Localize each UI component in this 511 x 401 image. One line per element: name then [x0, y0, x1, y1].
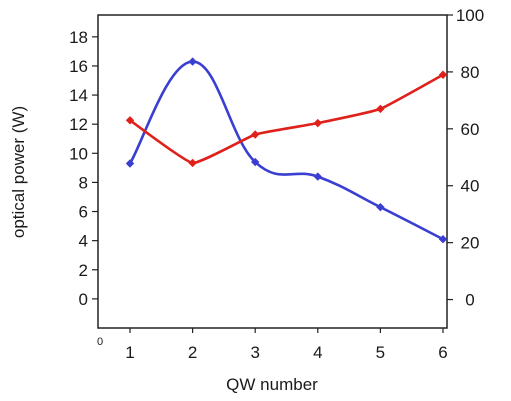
left-y-tick-label: 18	[69, 28, 88, 47]
x-tick-label: 6	[438, 343, 447, 362]
left-y-tick-label: 10	[69, 144, 88, 163]
series-line-2	[129, 73, 444, 165]
plot-frame	[97, 14, 448, 329]
x-tick-label: 5	[376, 343, 385, 362]
series-1-point	[313, 172, 322, 181]
y-axis-title: optical power (W)	[9, 106, 28, 238]
series-1-point	[376, 202, 385, 212]
right-y-tick-label: 20	[461, 234, 480, 253]
x-tick-label: 1	[125, 343, 134, 362]
series-1-point	[125, 159, 135, 168]
left-y-tick-label: 4	[79, 232, 88, 251]
series-layer	[125, 57, 448, 244]
x-axis: 1 2 3 4 5 6	[125, 328, 448, 362]
series-2-point	[313, 118, 322, 128]
series-2-point	[188, 158, 197, 168]
left-y-tick-label: 16	[69, 57, 88, 76]
x-tick-label: 2	[188, 343, 197, 362]
left-y-tick-label: 14	[69, 86, 88, 105]
left-y-tick-label: 6	[79, 203, 88, 222]
right-y-tick-label: 80	[461, 63, 480, 82]
left-y-axis: 0 2 4 6 8 10 12 14 16 18	[69, 28, 98, 309]
right-y-axis: 0 20 40 60 80 100	[447, 6, 484, 310]
x-tick-label: 3	[250, 343, 259, 362]
left-y-tick-label: 12	[69, 115, 88, 134]
series-2-point	[438, 70, 448, 79]
series-1-point	[438, 234, 448, 244]
series-2-point	[251, 130, 260, 139]
right-y-tick-label: 100	[456, 6, 484, 25]
series-2-point	[376, 104, 385, 114]
left-y-tick-label: 0	[79, 290, 88, 309]
right-y-tick-label: 40	[461, 177, 480, 196]
series-1-point	[188, 57, 197, 66]
right-y-tick-label: 60	[461, 120, 480, 139]
left-y-tick-label: 8	[79, 173, 88, 192]
x-axis-title: QW number	[226, 375, 318, 394]
left-y-tick-label: 2	[79, 261, 88, 280]
right-y-tick-label: 0	[465, 291, 474, 310]
corner-zero-label: 0	[97, 336, 103, 348]
series-line-1	[128, 60, 444, 241]
series-1-point	[251, 157, 260, 167]
series-2-point	[125, 116, 135, 125]
x-tick-label: 4	[313, 343, 322, 362]
